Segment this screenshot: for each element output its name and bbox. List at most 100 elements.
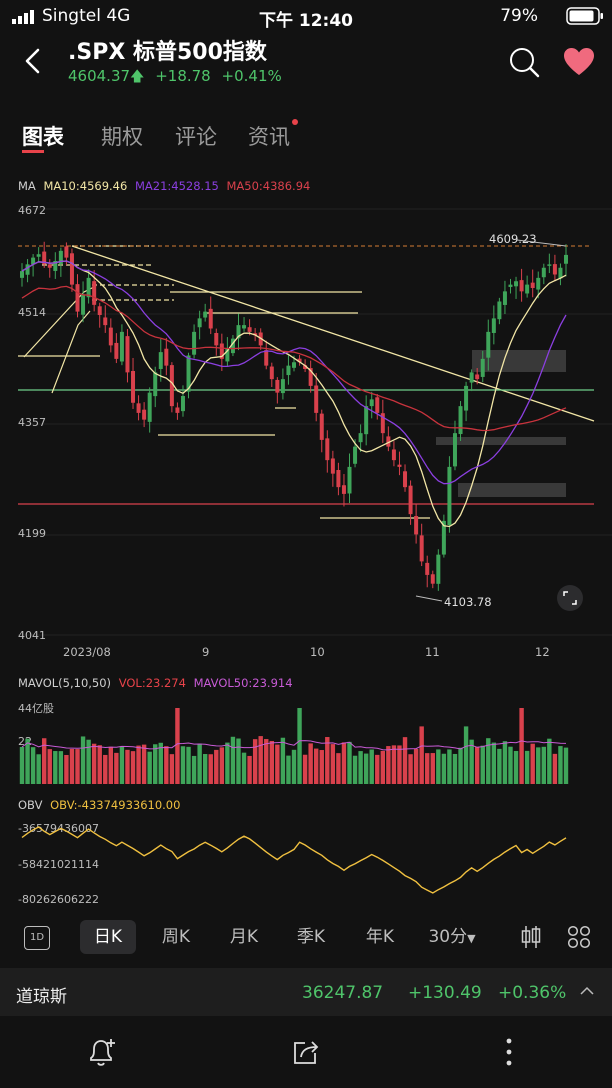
- candle: [480, 350, 485, 383]
- volume-bar: [36, 754, 41, 784]
- candle: [119, 324, 124, 366]
- price-tick: 4514: [18, 306, 46, 319]
- obv-chart[interactable]: [0, 815, 612, 910]
- volume-bar: [325, 737, 330, 784]
- volume-chart[interactable]: [0, 700, 612, 790]
- candle: [275, 377, 280, 404]
- candle: [469, 369, 474, 392]
- battery-percent: 79%: [500, 6, 538, 26]
- volume-bar: [508, 746, 513, 784]
- candlestick-type-icon[interactable]: [520, 924, 542, 950]
- ticker-change-pct: +0.36%: [498, 983, 567, 1003]
- chevron-up-icon[interactable]: [580, 986, 594, 996]
- mavol-line: [21, 740, 567, 751]
- candle: [536, 271, 541, 299]
- more-options-icon[interactable]: [502, 1036, 516, 1068]
- volume-bar: [42, 738, 47, 784]
- volume-bar: [375, 754, 380, 784]
- expand-icon: [563, 591, 568, 596]
- candle: [314, 373, 319, 422]
- candle: [430, 570, 435, 589]
- share-icon[interactable]: [290, 1036, 322, 1068]
- ma21-label: MA21:4528.15: [134, 179, 219, 193]
- period-30min-button[interactable]: 30分▼: [428, 920, 476, 956]
- volume-bar: [136, 745, 141, 784]
- period-day-button[interactable]: 日K: [80, 920, 136, 954]
- period-month-button[interactable]: 月K: [229, 927, 259, 947]
- volume-bar: [408, 754, 413, 784]
- back-arrow-icon[interactable]: [18, 44, 52, 78]
- volume-bar: [158, 742, 163, 784]
- volume-bar: [380, 750, 386, 784]
- volume-bar: [463, 726, 469, 784]
- volume-bar: [319, 750, 324, 784]
- candle: [108, 318, 113, 353]
- obv-axis-tick: -36579436007: [18, 822, 99, 835]
- fullscreen-button[interactable]: [557, 585, 583, 611]
- volume-bar: [214, 749, 219, 784]
- candle: [53, 252, 58, 279]
- volume-bar: [286, 755, 291, 784]
- tab-comments[interactable]: 评论: [175, 125, 217, 149]
- obv-line: [21, 826, 567, 894]
- volume-bar: [164, 746, 169, 784]
- tab-options[interactable]: 期权: [101, 125, 143, 149]
- volume-bar: [480, 745, 485, 784]
- candle: [97, 302, 102, 328]
- volume-bar: [530, 743, 535, 784]
- volume-bar: [97, 745, 102, 784]
- tab-chart[interactable]: 图表: [22, 125, 64, 149]
- candle: [519, 268, 524, 302]
- candle: [214, 328, 219, 356]
- zone-box: [458, 483, 566, 497]
- volume-bar: [413, 748, 419, 784]
- candle: [308, 360, 313, 393]
- price-change-pct: +0.41%: [221, 67, 282, 85]
- period-week-button[interactable]: 周K: [161, 927, 191, 947]
- volume-bar: [436, 749, 441, 784]
- candle: [164, 337, 169, 376]
- period-1d-button[interactable]: 1D: [24, 926, 50, 950]
- favorite-heart-icon[interactable]: [563, 47, 595, 77]
- candle: [452, 420, 457, 471]
- ma50-label: MA50:4386.94: [226, 179, 311, 193]
- candle: [514, 276, 519, 299]
- candle: [20, 263, 24, 287]
- candle: [192, 324, 197, 359]
- price-quote: 4604.37🡅 +18.78 +0.41%: [68, 66, 282, 90]
- candle: [403, 464, 408, 492]
- search-icon[interactable]: [508, 46, 540, 78]
- candle: [147, 387, 152, 433]
- candle: [391, 441, 396, 467]
- layout-grid-icon[interactable]: [567, 925, 591, 949]
- clock: 下午 12:40: [258, 11, 354, 31]
- mavol50-value: MAVOL50:23.914: [193, 676, 293, 690]
- drawing-overlays: [18, 245, 595, 519]
- period-year-button[interactable]: 年K: [365, 927, 395, 947]
- candle: [475, 368, 480, 385]
- candle: [47, 259, 52, 278]
- volume-bar: [558, 746, 563, 784]
- volume-bar: [236, 738, 241, 784]
- obv-legend: OBV OBV:-43374933610.00: [18, 798, 180, 812]
- volume-bar: [119, 746, 125, 784]
- related-index-ticker[interactable]: 道琼斯 36247.87 +130.49 +0.36%: [0, 968, 612, 1016]
- add-alert-bell-icon[interactable]: [86, 1036, 118, 1068]
- period-season-button[interactable]: 季K: [296, 927, 326, 947]
- candle: [436, 549, 441, 591]
- price-chart[interactable]: 4609.23 4103.78 4672 4514 4357 4199 4041…: [0, 195, 612, 665]
- last-price: 4604.37: [68, 67, 131, 85]
- volume-bar: [47, 749, 52, 784]
- volume-bar: [441, 753, 447, 784]
- tab-news[interactable]: 资讯: [248, 125, 290, 149]
- obv-prefix: OBV: [18, 798, 43, 812]
- candle: [497, 297, 502, 325]
- candle: [330, 450, 335, 487]
- candle: [380, 399, 385, 443]
- volume-bars: [19, 708, 569, 784]
- candle: [530, 269, 535, 298]
- candle: [447, 456, 452, 533]
- ma10-line: [21, 260, 567, 528]
- candle: [25, 259, 30, 283]
- candle: [341, 474, 346, 507]
